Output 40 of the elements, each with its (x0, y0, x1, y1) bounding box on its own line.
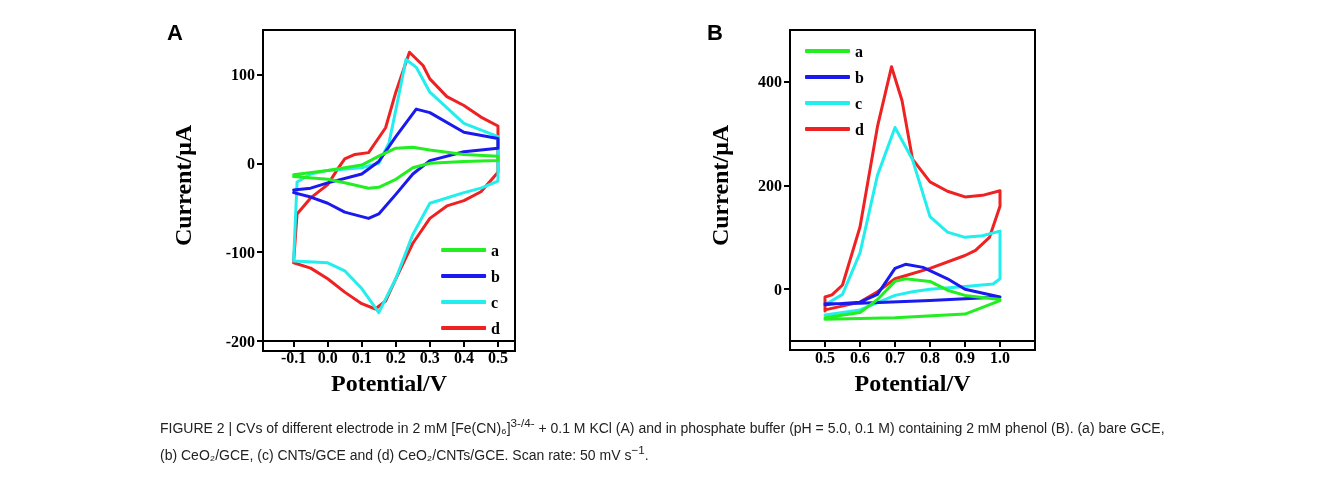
y-tick-label: 400 (758, 73, 782, 91)
legend-label: c (491, 293, 499, 311)
line-series (292, 145, 500, 190)
x-tick-label: 0.3 (419, 348, 440, 366)
y-tick-label: 200 (758, 177, 782, 194)
x-axis-title: Potential/V (854, 370, 972, 396)
legend-label: a (855, 42, 863, 60)
legend-label: d (491, 319, 501, 337)
x-tick-label: 0.8 (920, 348, 940, 366)
legend-label: a (491, 241, 500, 259)
y-tick-label: -100 (225, 243, 255, 261)
caption: FIGURE 2 | CVs of different electrode in 2 mM [Fe(CN)₆]$^{3-/4-}$ + 0.1 M KCl (A) and in phosphate buffer (pH = 5.0, 0.1 M) containing 2 mM phenol (B). (a) bare GCE, (b) CeO₂/GCE, (c) CNTs/GCE and (d) CeO₂/CNTs/GCE. Scan rate: 50 mV s$^{−1}$. (160, 415, 1166, 465)
x-tick-label: 0.7 (885, 348, 905, 366)
legend-label: b (491, 267, 501, 285)
x-tick-label: 0.1 (351, 348, 372, 366)
chart-title: A (167, 19, 183, 45)
x-axis-title: Potential/V (331, 370, 448, 396)
x-tick-label: 0.9 (955, 348, 975, 366)
legend-label: d (855, 120, 864, 138)
x-tick-label: 0.5 (487, 348, 508, 366)
y-tick-label: 0 (774, 280, 782, 298)
line-series (823, 65, 1002, 313)
x-tick-label: 0.0 (317, 348, 338, 366)
line-series (823, 277, 1002, 321)
line-series (292, 107, 500, 220)
legend-label: b (855, 68, 864, 86)
y-tick-label: 100 (231, 65, 255, 83)
y-tick-label: -200 (225, 332, 255, 350)
line-series (823, 125, 1002, 317)
x-tick-label: 0.6 (850, 348, 870, 366)
y-axis-title: Current/μA (170, 124, 196, 247)
chart-title: B (707, 19, 723, 45)
y-tick-label: 0 (247, 154, 255, 172)
x-tick-label: 0.5 (815, 348, 835, 366)
y-axis-title: Current/μA (707, 124, 733, 247)
legend-label: c (855, 94, 863, 112)
x-tick-label: 0.2 (385, 348, 406, 366)
x-tick-label: 1.0 (990, 348, 1010, 366)
x-tick-label: 0.4 (453, 348, 474, 366)
x-tick-label: -0.1 (280, 348, 307, 366)
